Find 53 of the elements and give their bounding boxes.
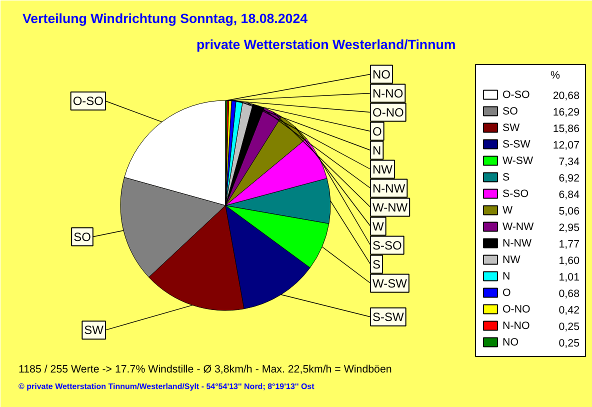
data-label: 0,25	[558, 320, 580, 333]
legend-label: O-SO	[502, 88, 530, 101]
text: 1185 / 255 Werte -> 17.7% Windstille - Ø 3,8km/h - Max. 22,5km/h = Windböen	[18, 364, 392, 376]
slice-label: NW	[372, 162, 394, 176]
legend-label: W-SW	[502, 154, 534, 167]
legend-label: S	[502, 171, 510, 184]
data-label: 0,42	[558, 304, 580, 316]
data-label: 0,68	[558, 288, 580, 300]
legend-label: O	[502, 286, 511, 299]
data-label: 6,84	[558, 188, 580, 201]
data-label: 15,86	[552, 122, 580, 135]
legend-label: S-SO	[502, 188, 529, 200]
legend-label: N	[502, 270, 510, 282]
slice-label: N-NO	[372, 86, 404, 100]
legend-label: W	[502, 204, 514, 216]
data-label: 0,25	[558, 337, 580, 350]
data-label: 5,06	[558, 205, 580, 218]
legend-label: NW	[502, 254, 522, 266]
data-label: 1,01	[558, 271, 580, 284]
data-label: 16,29	[552, 106, 580, 118]
data-label: 1,60	[558, 254, 580, 267]
data-label: 2,95	[558, 222, 580, 234]
chart-title: Verteilung Windrichtung Sonntag, 18.08.2024	[22, 11, 308, 26]
legend-label: S-SW	[502, 138, 532, 150]
chart-subtitle: private Wetterstation Westerland/Tinnum	[196, 37, 456, 52]
slice-label: SW	[84, 323, 104, 338]
legend-label: W-NW	[502, 220, 535, 233]
slice-label: O	[372, 124, 382, 138]
data-label: 20,68	[552, 90, 580, 102]
slice-label: O-SO	[72, 94, 104, 108]
legend-label: N-NO	[502, 320, 530, 332]
legend-label: SO	[502, 105, 518, 118]
slice-label: S-SW	[372, 310, 405, 324]
slice-label: N-NW	[372, 181, 406, 196]
data-label: 12,07	[552, 139, 580, 152]
slice-label: W-SW	[372, 276, 408, 290]
slice-label: NO	[372, 67, 390, 82]
data-label: 6,92	[558, 172, 580, 184]
legend-label: SW	[502, 122, 521, 134]
slice-label: S-SO	[372, 238, 402, 252]
legend-label: O-NO	[502, 303, 530, 316]
slice-label: W	[372, 219, 384, 234]
slice-label: SO	[74, 230, 91, 244]
slice-label: O-NO	[372, 105, 404, 120]
slice-label: S	[372, 257, 381, 272]
slice-label: W-NW	[372, 200, 408, 214]
data-label: 1,77	[558, 238, 580, 250]
legend-title: %	[550, 70, 560, 82]
legend-label: NO	[502, 336, 518, 348]
legend-label: N-NW	[502, 237, 532, 250]
slice-label: N	[372, 143, 382, 158]
data-label: 7,34	[558, 156, 580, 168]
text: © private Wetterstation Tinnum/Westerland/Sylt - 54°54'13'' Nord; 8°19'13'' Ost	[18, 382, 315, 391]
